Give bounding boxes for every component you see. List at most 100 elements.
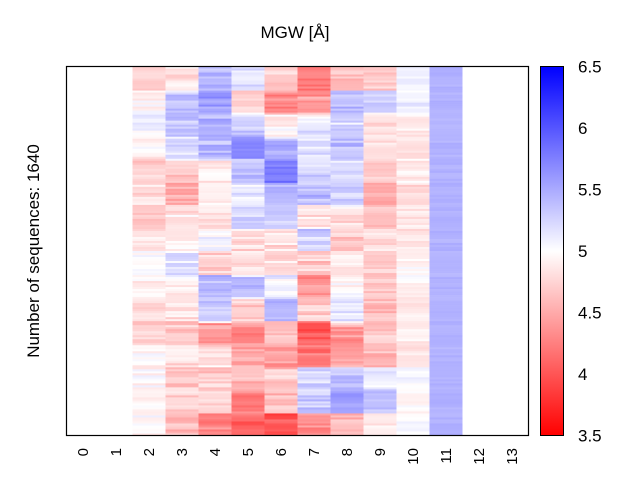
heatmap-cell [396, 120, 430, 123]
heatmap-cell [165, 365, 199, 368]
heatmap-cell [132, 122, 166, 125]
heatmap-cell [165, 303, 199, 306]
heatmap-cell [363, 208, 397, 212]
heatmap-cell [264, 174, 298, 178]
heatmap-cell [297, 317, 331, 320]
heatmap-cell [297, 170, 331, 174]
heatmap-cell [198, 98, 232, 101]
heatmap-cell [396, 202, 430, 206]
heatmap-cell [132, 317, 166, 320]
heatmap-cell [297, 222, 331, 226]
heatmap-cell [330, 427, 364, 430]
heatmap-cell [396, 297, 430, 300]
heatmap-cell [363, 102, 397, 105]
heatmap-cell [396, 102, 430, 105]
heatmap-cell [396, 232, 430, 236]
heatmap-cell [363, 317, 397, 320]
heatmap-cell [297, 148, 331, 152]
heatmap-cell [264, 405, 298, 408]
heatmap-cell [330, 293, 364, 296]
heatmap-cell [363, 253, 397, 256]
heatmap-cell [429, 128, 463, 131]
heatmap-cell [198, 176, 232, 180]
heatmap-cell [363, 385, 397, 388]
heatmap-cell [231, 377, 265, 380]
heatmap-cell [363, 409, 397, 412]
heatmap-cell [198, 164, 232, 168]
heatmap-cell [165, 381, 199, 384]
heatmap-cell [396, 425, 430, 428]
heatmap-cell [363, 190, 397, 194]
heatmap-cell [264, 309, 298, 312]
heatmap-cell [330, 178, 364, 182]
heatmap-cell [396, 273, 430, 276]
heatmap-cell [132, 333, 166, 336]
heatmap-cell [330, 204, 364, 208]
heatmap-cell [297, 381, 331, 384]
heatmap-cell [165, 373, 199, 376]
heatmap-cell [264, 216, 298, 220]
heatmap-cell [297, 427, 331, 430]
heatmap-cell [297, 220, 331, 224]
heatmap-cell [396, 150, 430, 154]
heatmap-cell [330, 206, 364, 210]
heatmap-cell [429, 377, 463, 380]
heatmap-cell [429, 100, 463, 103]
heatmap-cell [264, 76, 298, 79]
heatmap-cell [165, 389, 199, 392]
heatmap-cell [198, 246, 232, 250]
heatmap-cell [396, 212, 430, 216]
heatmap-cell [363, 210, 397, 214]
heatmap-cell [165, 287, 199, 290]
heatmap-cell [363, 423, 397, 426]
heatmap-cell [264, 224, 298, 228]
heatmap-cell [330, 150, 364, 154]
heatmap-cell [396, 251, 430, 254]
heatmap-cell [198, 413, 232, 416]
x-tick-label: 10 [405, 448, 422, 465]
heatmap-cell [297, 357, 331, 360]
y-axis-label: Number of sequences: 1640 [24, 144, 43, 358]
heatmap-cell [132, 132, 166, 135]
heatmap-cell [330, 148, 364, 152]
heatmap-cell [198, 421, 232, 424]
heatmap-cell [429, 72, 463, 75]
heatmap-cell [198, 263, 232, 266]
heatmap-cell [396, 248, 430, 252]
heatmap-cell [429, 287, 463, 290]
heatmap-cell [297, 232, 331, 236]
heatmap-cell [429, 190, 463, 194]
heatmap-cell [264, 190, 298, 194]
heatmap-cell [231, 335, 265, 338]
heatmap-cell [132, 335, 166, 338]
heatmap-cell [198, 220, 232, 224]
heatmap-cell [231, 182, 265, 186]
heatmap-cell [264, 130, 298, 133]
heatmap-cell [363, 234, 397, 238]
heatmap-cell [264, 383, 298, 386]
heatmap-cell [429, 236, 463, 240]
heatmap-cell [297, 126, 331, 129]
heatmap-cell [429, 285, 463, 288]
heatmap-cell [396, 206, 430, 210]
heatmap-cell [330, 279, 364, 282]
heatmap-cell [363, 206, 397, 210]
heatmap-cell [396, 369, 430, 372]
heatmap-cell [165, 140, 199, 144]
heatmap-cell [330, 156, 364, 160]
heatmap-cell [363, 321, 397, 324]
heatmap-cell [330, 228, 364, 232]
heatmap-cell [264, 140, 298, 144]
x-tick-label: 2 [141, 448, 158, 456]
heatmap-cell [165, 289, 199, 292]
heatmap-cell [165, 118, 199, 121]
heatmap-cell [396, 78, 430, 81]
heatmap-cell [231, 327, 265, 330]
heatmap-cell [396, 287, 430, 290]
heatmap-cell [264, 401, 298, 404]
heatmap-cell [132, 367, 166, 370]
heatmap-cell [363, 371, 397, 374]
heatmap-cell [165, 299, 199, 302]
heatmap-cell [198, 82, 232, 85]
heatmap-cell [132, 353, 166, 356]
